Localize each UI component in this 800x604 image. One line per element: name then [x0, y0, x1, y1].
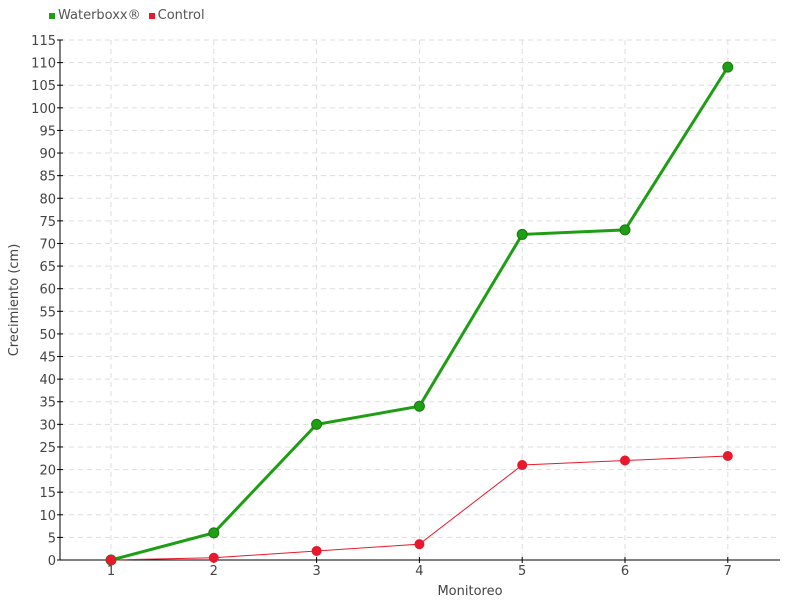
x-tick-label: 5	[518, 564, 526, 579]
y-tick-label: 10	[39, 509, 56, 524]
y-tick-label: 25	[39, 441, 56, 456]
data-point-control	[517, 460, 528, 471]
y-tick-label: 115	[31, 34, 56, 49]
data-point-waterboxx	[516, 228, 528, 240]
x-tick-label: 3	[312, 564, 320, 579]
y-tick-label: 60	[39, 283, 56, 298]
data-point-control	[311, 545, 322, 556]
legend-label: Waterboxx®	[58, 8, 141, 23]
y-tick-label: 40	[39, 373, 56, 388]
legend-label: Control	[157, 8, 205, 23]
data-point-waterboxx	[311, 418, 323, 430]
y-tick-label: 75	[39, 215, 56, 230]
y-tick-label: 55	[39, 305, 56, 320]
y-tick-label: 0	[48, 554, 56, 569]
y-tick-label: 30	[39, 418, 56, 433]
legend-swatch	[49, 12, 55, 19]
y-tick-label: 100	[31, 102, 56, 117]
x-tick-label: 1	[107, 564, 115, 579]
x-tick-label: 2	[210, 564, 218, 579]
x-tick-label: 4	[415, 564, 423, 579]
data-point-waterboxx	[619, 224, 631, 236]
y-tick-label: 20	[39, 464, 56, 479]
y-tick-label: 45	[39, 351, 56, 366]
y-tick-label: 50	[39, 328, 56, 343]
y-tick-label: 105	[31, 79, 56, 94]
y-tick-label: 90	[39, 147, 56, 162]
y-axis-label: Crecimiento (cm)	[7, 244, 22, 357]
y-tick-label: 5	[48, 531, 56, 546]
data-point-control	[208, 552, 219, 563]
y-tick-label: 70	[39, 237, 56, 252]
legend: Waterboxx® Control	[49, 8, 205, 23]
legend-swatch	[148, 12, 155, 19]
y-tick-label: 110	[31, 57, 56, 72]
data-point-control	[106, 555, 116, 565]
x-tick-label: 6	[621, 564, 629, 579]
data-point-waterboxx	[208, 527, 220, 539]
x-axis-label: Monitoreo	[437, 584, 502, 599]
legend-item-control[interactable]: Control	[148, 8, 205, 23]
y-tick-label: 35	[39, 396, 56, 411]
y-tick-label: 65	[39, 260, 56, 275]
x-tick-label: 7	[724, 564, 732, 579]
data-point-waterboxx	[722, 61, 734, 73]
data-point-waterboxx	[413, 400, 425, 412]
y-tick-label: 85	[39, 170, 56, 185]
y-tick-label: 15	[39, 486, 56, 501]
y-tick-label: 95	[39, 124, 56, 139]
data-point-control	[620, 455, 630, 466]
data-point-control	[722, 451, 733, 461]
data-point-control	[414, 539, 425, 550]
legend-item-waterboxx[interactable]: Waterboxx®	[49, 8, 141, 23]
y-tick-label: 80	[39, 192, 56, 207]
